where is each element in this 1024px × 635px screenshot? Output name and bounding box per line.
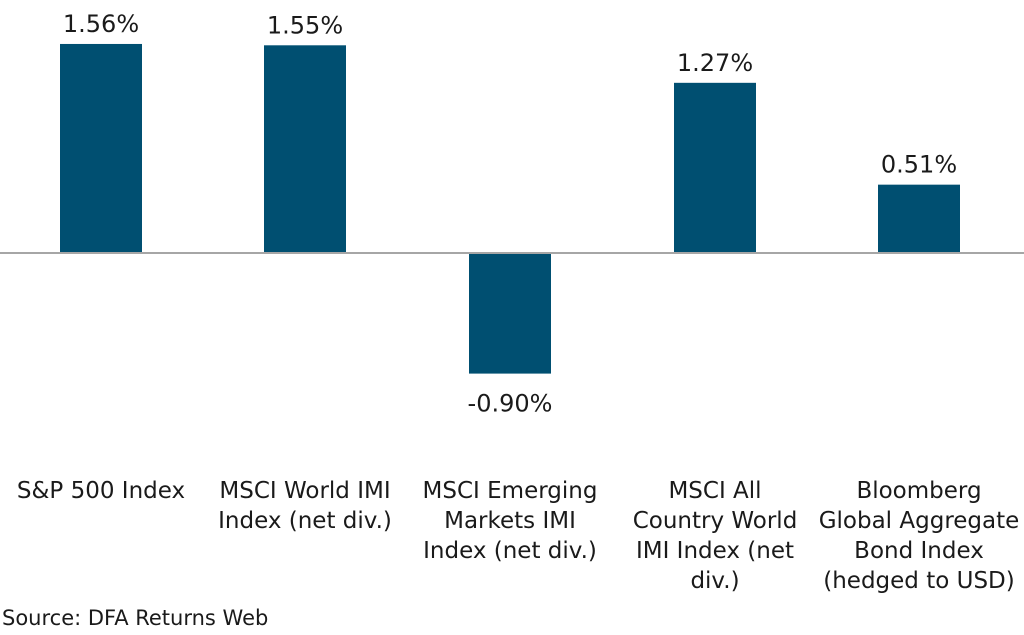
bar — [878, 184, 960, 253]
bar — [264, 45, 346, 253]
data-label: 1.55% — [267, 11, 343, 39]
data-label: -0.90% — [468, 390, 553, 418]
category-label: MSCI World IMI Index (net div.) — [218, 478, 392, 534]
category-label: MSCI Emerging Markets IMI Index (net div… — [422, 478, 598, 564]
category-label: MSCI All Country World IMI Index (net di… — [632, 478, 798, 594]
category-label: Bloomberg Global Aggregate Bond Index (h… — [818, 478, 1020, 594]
data-label: 1.27% — [677, 49, 753, 77]
data-label: 0.51% — [881, 151, 957, 179]
bar — [60, 43, 142, 254]
bar-chart: 1.56% 1.55% -0.90% 1.27% 0.51% — [0, 10, 1024, 418]
bar — [469, 253, 551, 374]
data-label: 1.56% — [63, 10, 139, 38]
source-note: Source: DFA Returns Web — [2, 606, 269, 630]
category-label: S&P 500 Index — [16, 478, 186, 504]
bar — [674, 82, 756, 253]
